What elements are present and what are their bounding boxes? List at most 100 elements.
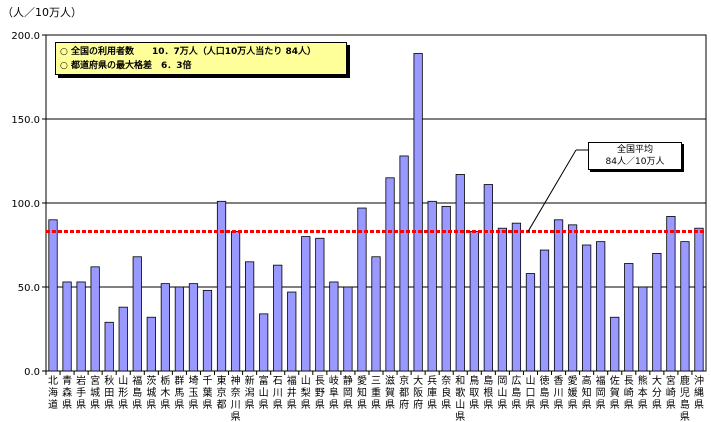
bar [652, 252, 662, 372]
x-tick-label: 三重県 [371, 376, 381, 411]
x-tick-label: 栃木県 [160, 374, 170, 411]
legend-line-1: ○ 全国の利用者数 10．7万人（人口10万人当たり 84人） [60, 45, 342, 59]
average-annotation-title: 全国平均 [616, 145, 653, 155]
x-tick-label: 青森県 [62, 374, 72, 411]
x-tick-label: 鹿児島県 [680, 374, 690, 422]
bar [497, 227, 507, 372]
legend-line-2: ○ 都道府県の最大格差 6．3倍 [60, 59, 342, 73]
bar [399, 155, 409, 372]
legend-box: ○ 全国の利用者数 10．7万人（人口10万人当たり 84人） ○ 都道府県の最… [55, 42, 347, 75]
bar [76, 281, 86, 372]
y-tick-label: 0.0 [24, 367, 40, 378]
x-tick-label: 静岡県 [343, 374, 353, 411]
bar [188, 283, 199, 372]
x-tick-label: 徳島県 [540, 374, 550, 411]
bar [301, 236, 311, 372]
x-tick-label: 神奈川県 [231, 374, 241, 422]
x-tick-label: 佐賀県 [610, 375, 620, 411]
x-tick-label: 奈良県 [441, 374, 451, 411]
bar [610, 316, 620, 372]
bar [413, 53, 423, 372]
x-tick-label: 滋賀県 [385, 374, 395, 411]
x-tick-label: 京都府 [399, 374, 409, 411]
x-tick-label: 福井県 [287, 374, 297, 411]
legend-marker-2: ○ [60, 61, 68, 71]
x-tick-label: 新潟県 [245, 374, 255, 411]
bar [343, 286, 353, 372]
x-tick-label: 山梨県 [301, 375, 311, 411]
bar [357, 207, 367, 372]
annotation-pointer [527, 149, 577, 232]
x-tick-label: 長野県 [315, 375, 325, 411]
x-tick-label: 群馬県 [174, 374, 184, 411]
bar [216, 200, 227, 372]
x-tick-label: 島根県 [483, 374, 493, 411]
x-tick-label: 岡山県 [497, 375, 507, 411]
bar [539, 249, 550, 372]
bar [118, 306, 128, 372]
bar [511, 222, 522, 372]
x-tick-label: 大阪府 [413, 374, 423, 411]
bar [160, 283, 170, 372]
bar [666, 216, 676, 372]
average-annotation-value: 84人／10万人 [605, 157, 665, 167]
bar [146, 316, 156, 372]
bar [680, 241, 690, 372]
bar [287, 291, 297, 372]
bar [273, 264, 283, 372]
x-tick-label: 宮崎県 [666, 374, 676, 411]
x-tick-label: 高知県 [582, 374, 592, 411]
legend-marker-1: ○ [60, 47, 68, 57]
x-tick-label: 茨城県 [146, 374, 156, 411]
bar [427, 200, 437, 372]
bar [90, 266, 100, 372]
x-tick-label: 広島県 [511, 374, 521, 411]
x-tick-label: 和歌山県 [455, 375, 465, 422]
bar [230, 231, 241, 372]
bar [596, 241, 606, 372]
legend-text-1: 全国の利用者数 10．7万人（人口10万人当たり 84人） [71, 47, 316, 57]
bar [483, 184, 493, 372]
y-tick-label: 200.0 [11, 31, 40, 42]
x-tick-label: 長崎県 [624, 375, 634, 411]
x-tick-label: 北海道 [48, 375, 58, 411]
y-tick-label: 50.0 [18, 283, 40, 294]
bar [202, 289, 213, 372]
x-tick-label: 山形県 [118, 375, 128, 411]
bar [371, 256, 381, 372]
x-tick-label: 山口県 [525, 375, 535, 411]
x-tick-label: 沖縄県 [694, 374, 704, 411]
legend-text-2: 都道府県の最大格差 6．3倍 [71, 61, 192, 71]
x-tick-label: 福岡県 [596, 374, 606, 411]
bar [385, 177, 395, 372]
x-tick-label: 石川県 [273, 376, 283, 411]
bar [104, 321, 114, 372]
y-tick-label: 150.0 [11, 115, 40, 126]
x-tick-label: 岩手県 [76, 374, 86, 411]
bar [469, 231, 479, 372]
x-tick-label: 愛知県 [357, 374, 367, 411]
bar [174, 286, 185, 372]
x-tick-label: 熊本県 [638, 374, 648, 411]
x-tick-label: 東京都 [217, 374, 227, 411]
x-tick-label: 富山県 [259, 374, 269, 411]
bar [48, 219, 58, 372]
average-annotation: 全国平均 84人／10万人 [588, 142, 682, 170]
bar [638, 286, 648, 372]
y-tick-label: 100.0 [11, 199, 40, 210]
x-tick-label: 香川県 [554, 375, 564, 411]
x-tick-label: 秋田県 [104, 374, 114, 411]
bar [62, 281, 72, 372]
x-tick-label: 岐阜県 [329, 374, 339, 411]
bar [315, 237, 325, 372]
bar [567, 224, 578, 372]
bar [525, 273, 536, 372]
x-tick-label: 大分県 [652, 374, 662, 411]
bar [624, 263, 634, 372]
x-tick-label: 鳥取県 [469, 374, 479, 411]
y-unit-label: （人／10万人） [2, 6, 82, 19]
bar [553, 219, 564, 372]
bar [259, 313, 269, 372]
bar [329, 281, 339, 372]
